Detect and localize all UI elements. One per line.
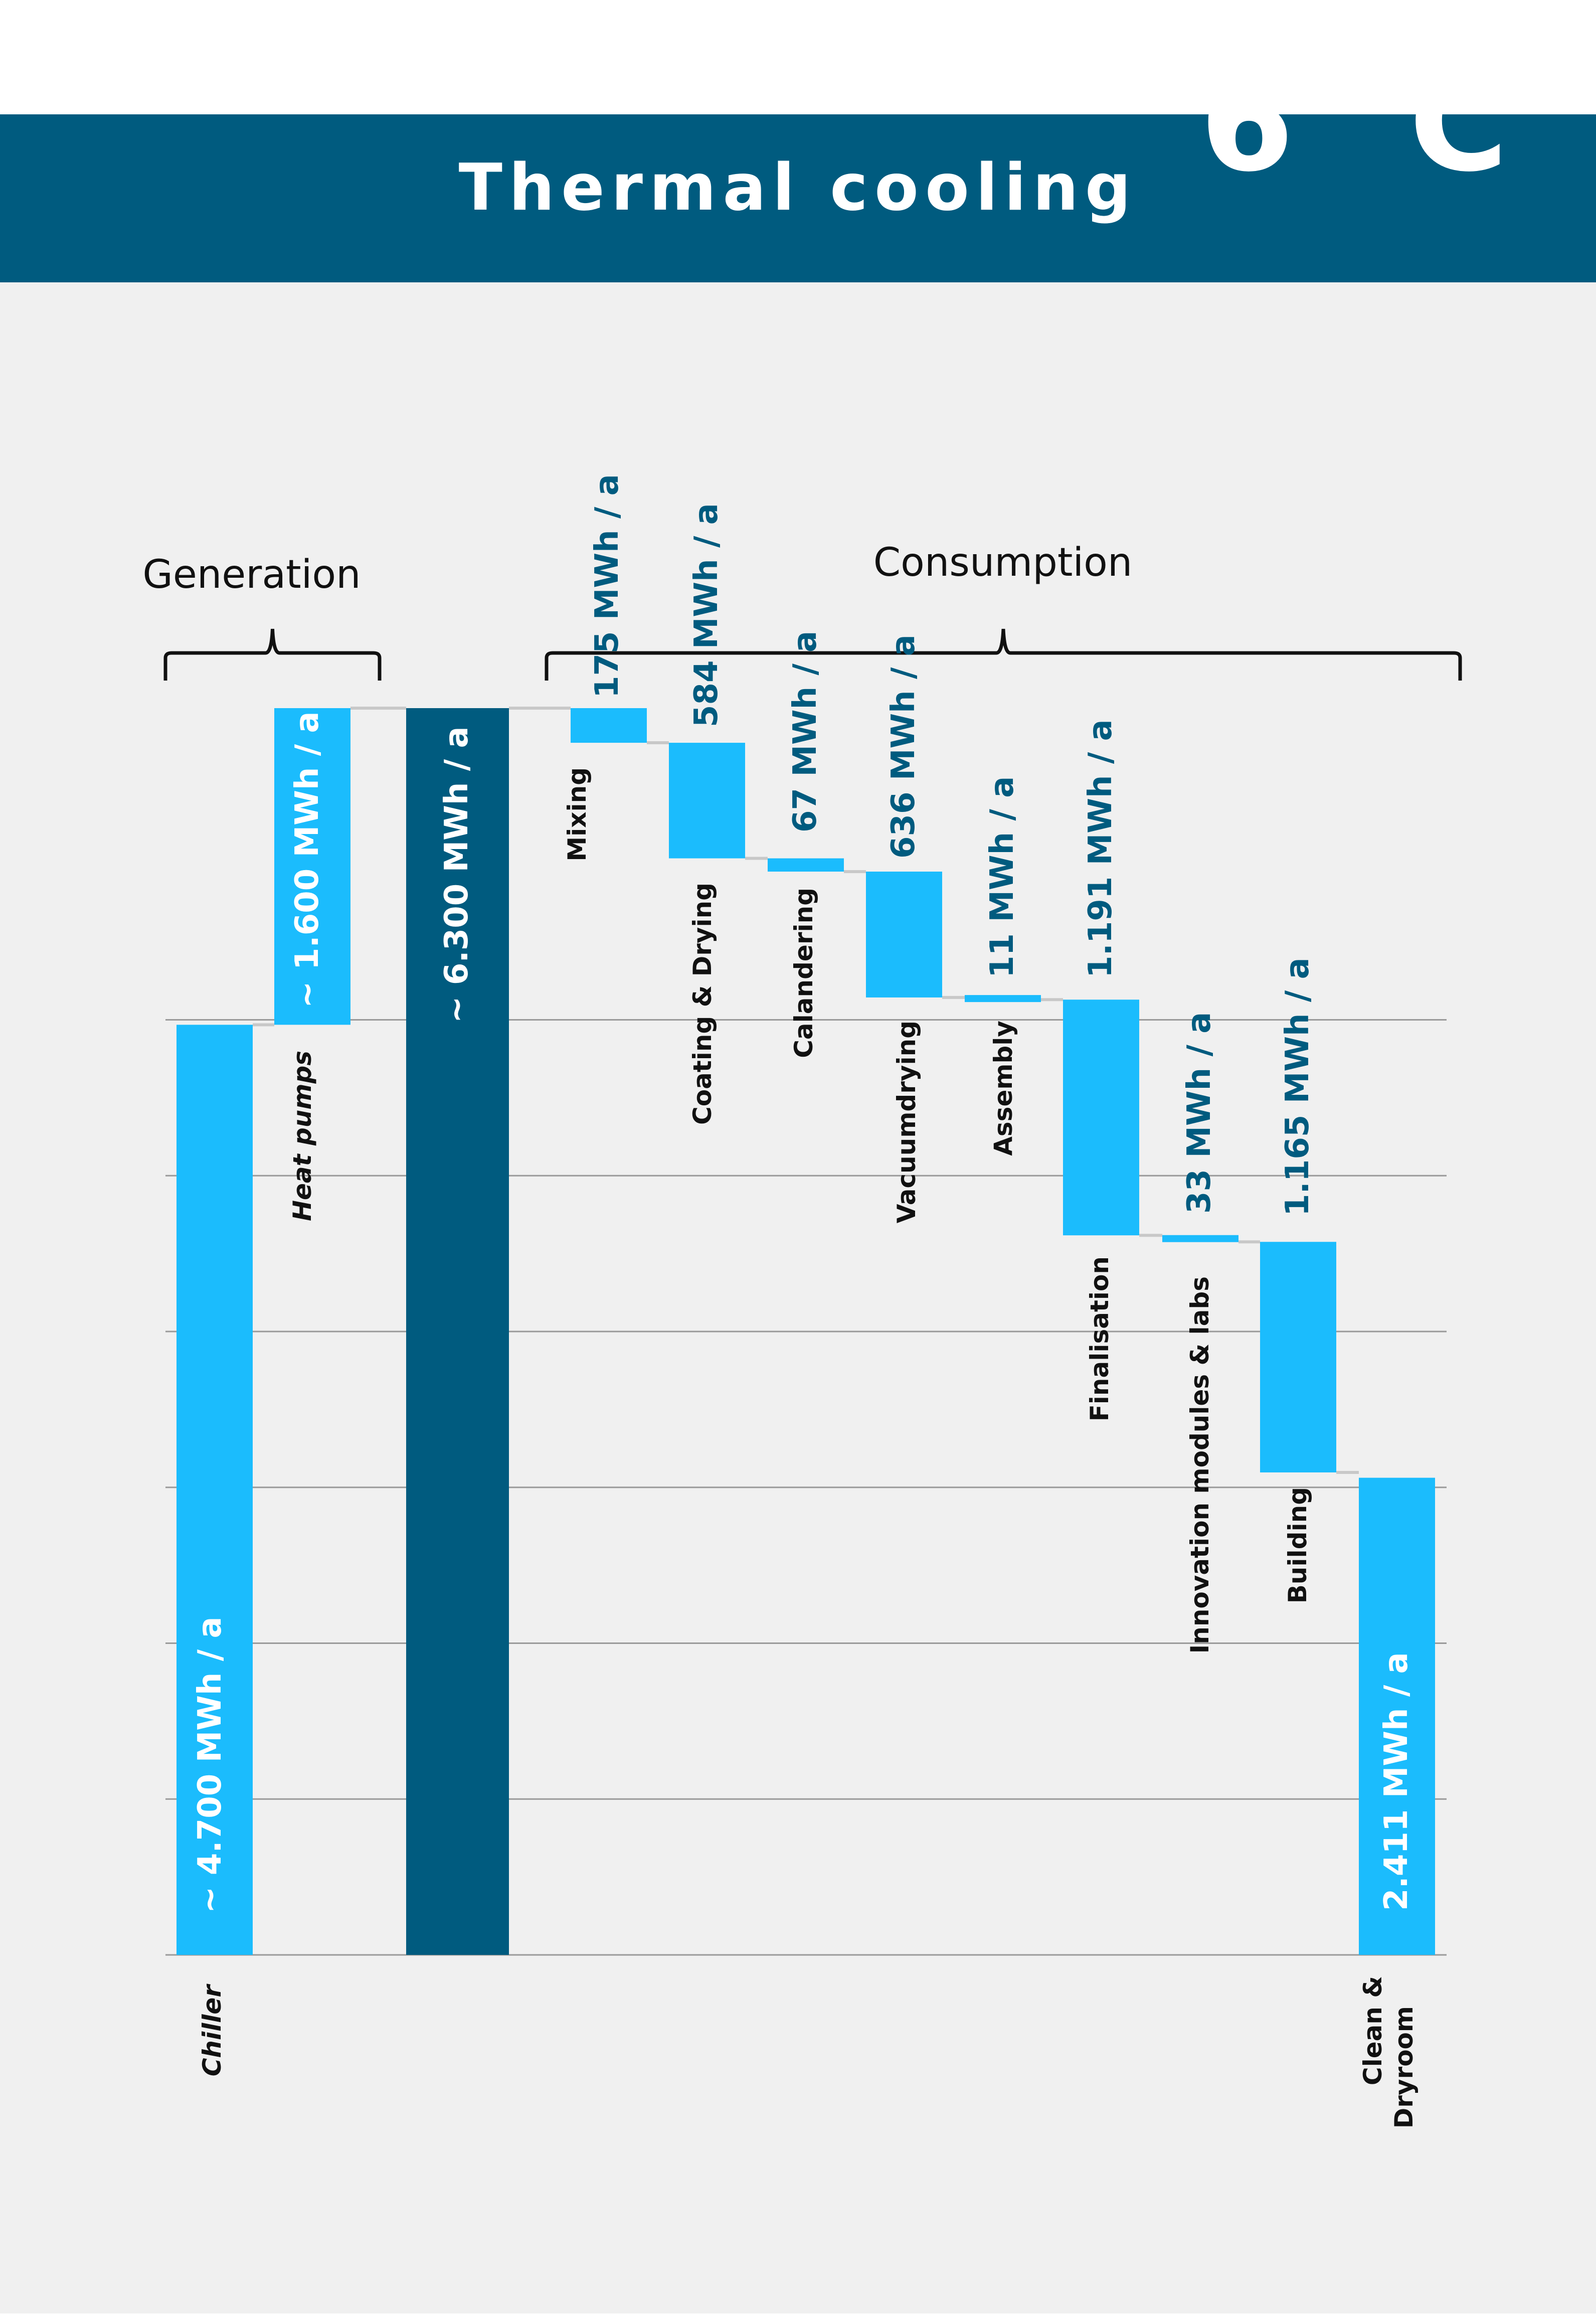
group-label: Generation: [142, 552, 361, 597]
header-banner: [0, 114, 1596, 282]
group-braces: [163, 628, 1462, 681]
bar: [768, 858, 844, 872]
chart-area: Generation Consumption ~ 4.700 MWh / a ~ 1.…: [0, 282, 1596, 2313]
value-label: ~ 1.600 MWh / a: [289, 711, 326, 1008]
category-label: Clean &: [1358, 1976, 1387, 2085]
value-label: ~ 4.700 MWh / a: [192, 1616, 229, 1913]
category-label: Calandering: [789, 888, 818, 1058]
category-label: Building: [1283, 1487, 1312, 1603]
value-label: 1.191 MWh / a: [1082, 719, 1119, 978]
value-label: 33 MWh / a: [1181, 1012, 1218, 1214]
category-label: Coating & Drying: [688, 883, 717, 1125]
value-label: 11 MWh / a: [984, 776, 1021, 978]
value-label: 636 MWh / a: [885, 634, 922, 859]
value-label: 2.411 MWh / a: [1378, 1652, 1415, 1911]
category-label: Mixing: [563, 767, 592, 862]
value-label: 584 MWh / a: [688, 503, 725, 727]
page-title: Thermal cooling: [458, 150, 1138, 225]
temperature-label: 6 °C: [1199, 44, 1508, 202]
bar: [406, 708, 509, 1955]
bar: [965, 995, 1041, 1003]
value-label: 67 MWh / a: [787, 631, 824, 833]
bar: [866, 871, 942, 998]
category-label: Dryroom: [1389, 2006, 1418, 2128]
value-label: ~ 6.300 MWh / a: [438, 726, 475, 1023]
group-label: Consumption: [873, 540, 1133, 585]
bar: [274, 708, 350, 1025]
category-label: Chiller: [198, 1983, 227, 2077]
bar: [1063, 1000, 1139, 1236]
value-label: 175 MWh / a: [589, 474, 626, 698]
value-label: 1.165 MWh / a: [1279, 957, 1316, 1216]
connectors: [253, 707, 1359, 1474]
category-label: Assembly: [989, 1021, 1018, 1156]
waterfall-chart: Generation Consumption ~ 4.700 MWh / a ~ 1.…: [142, 474, 1462, 2128]
category-label: Vacuumdrying: [892, 1021, 921, 1223]
category-label: Heat pumps: [288, 1051, 317, 1221]
bar: [571, 708, 647, 743]
bar: [1162, 1235, 1238, 1242]
category-label: Innovation modules & labs: [1185, 1276, 1214, 1653]
bar: [176, 1025, 253, 1955]
consumption-brace: [545, 628, 1462, 681]
bar: [1260, 1242, 1336, 1472]
category-label: Finalisation: [1085, 1256, 1114, 1421]
bar: [1359, 1477, 1435, 1955]
bar: [669, 743, 745, 859]
generation-brace: [163, 628, 382, 681]
labels: Generation Consumption ~ 4.700 MWh / a ~ 1.…: [142, 474, 1418, 2128]
gridlines: [165, 1019, 1447, 1956]
bars: [176, 708, 1435, 1955]
